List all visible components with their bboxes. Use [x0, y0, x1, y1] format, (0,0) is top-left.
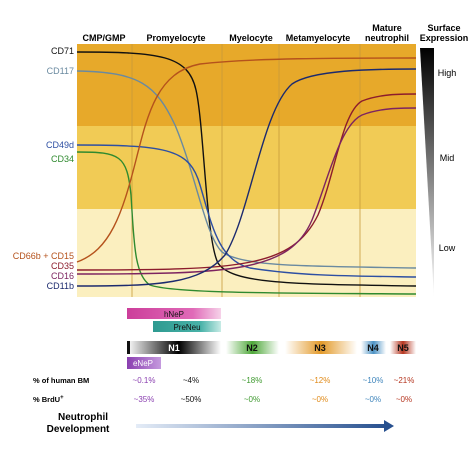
brdu-n4: ~0% [365, 395, 381, 404]
bar-n3 [285, 341, 357, 354]
label-n4: N4 [367, 343, 379, 353]
bar-n4 [361, 341, 386, 354]
curve-cd16 [76, 107, 417, 275]
brdu-n1: ~50% [181, 395, 202, 404]
label-cd66b-cd15: CD66b + CD15 [13, 251, 74, 261]
curve-cd11b [76, 68, 417, 287]
label-n3: N3 [314, 343, 326, 353]
brdu-n3: ~0% [312, 395, 328, 404]
dev-arrow-shaft [136, 424, 386, 428]
curve-cd71 [76, 51, 417, 287]
bar-hnep [127, 308, 221, 319]
stage-mature: Mature [372, 23, 402, 33]
brdu-enep: ~35% [134, 395, 155, 404]
curve-cd34 [76, 151, 417, 295]
curve-cd66b-cd15 [76, 57, 417, 263]
bm-n4: ~10% [363, 376, 384, 385]
level-low: Low [439, 243, 456, 253]
dev-label-2: Development [47, 424, 110, 435]
label-cd71: CD71 [51, 46, 74, 56]
curve-cd117 [76, 70, 417, 269]
label-n2: N2 [246, 343, 258, 353]
stage-promyelocyte: Promyelocyte [146, 33, 205, 43]
surface-title-1: Surface [427, 23, 460, 33]
label-cd35: CD35 [51, 261, 74, 271]
bar-enep [127, 357, 161, 369]
curve-cd35 [76, 93, 417, 271]
bm-enep: ~0.1% [133, 376, 156, 385]
label-n5: N5 [397, 343, 409, 353]
dev-arrow-head [384, 420, 394, 432]
bar-n1 [127, 341, 221, 354]
row-label-bm: % of human BM [33, 376, 89, 385]
bm-n1: ~4% [183, 376, 199, 385]
label-cd117: CD117 [47, 66, 74, 76]
level-mid: Mid [440, 153, 455, 163]
brdu-superscript: + [60, 395, 64, 401]
bm-n2: ~18% [242, 376, 263, 385]
expression-gradient-triangle [420, 48, 434, 298]
surface-title-2: Expression [420, 33, 469, 43]
brdu-n5: ~0% [396, 395, 412, 404]
band-mid [77, 126, 416, 209]
n1-left-edge [127, 341, 130, 354]
stage-cmp-gmp: CMP/GMP [82, 33, 125, 43]
stage-myelocyte: Myelocyte [229, 33, 273, 43]
band-low [77, 209, 416, 297]
label-cd16: CD16 [51, 271, 74, 281]
label-enep: eNeP [133, 359, 153, 368]
label-cd34: CD34 [51, 154, 74, 164]
bm-n3: ~12% [310, 376, 331, 385]
curve-cd49d [76, 144, 417, 278]
label-cd11b: CD11b [47, 281, 74, 291]
label-cd49d: CD49d [46, 140, 74, 150]
bar-n5 [390, 341, 416, 354]
dev-label-1: Neutrophil [58, 412, 108, 423]
stage-metamyelocyte: Metamyelocyte [286, 33, 351, 43]
bm-n5: ~21% [394, 376, 415, 385]
label-preneu: PreNeu [173, 323, 200, 332]
row-label-brdu: % BrdU+ [33, 395, 64, 404]
bar-preneu [153, 321, 221, 332]
label-hnep: hNeP [164, 310, 184, 319]
level-high: High [438, 68, 457, 78]
stage-neutrophil: neutrophil [365, 33, 409, 43]
brdu-n2: ~0% [244, 395, 260, 404]
label-n1: N1 [168, 343, 180, 353]
bar-n2 [226, 341, 279, 354]
